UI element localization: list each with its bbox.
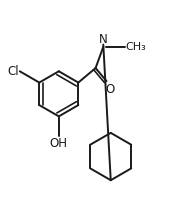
- Text: Cl: Cl: [7, 65, 19, 78]
- Text: OH: OH: [50, 137, 68, 150]
- Text: N: N: [99, 33, 108, 46]
- Text: CH₃: CH₃: [125, 42, 146, 52]
- Text: O: O: [105, 83, 115, 95]
